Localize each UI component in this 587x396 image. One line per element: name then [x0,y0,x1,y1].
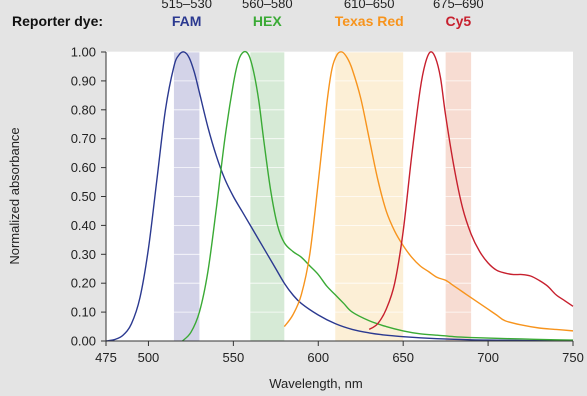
x-tick-label: 700 [477,350,499,365]
x-tick-label: 600 [307,350,329,365]
x-tick-label: 750 [562,350,584,365]
series-line-fam [105,51,574,342]
filter-range-label: 515–530 [161,0,212,11]
x-tick-label: 500 [138,350,160,365]
reporter-dye-label: Reporter dye: [12,13,103,29]
filter-range-label: 610–650 [344,0,395,11]
y-tick-label: 0.40 [71,218,96,233]
dye-label-cy5: Cy5 [446,13,472,29]
y-tick-label: 0.10 [71,305,96,320]
dye-labels: FAM HEX Texas Red Cy5 [172,13,472,29]
tick-labels: 0.00 0.10 0.20 0.30 0.40 0.50 0.60 0.70 0.80 0.90… [71,45,584,366]
y-axis-title: Normalized absorbance [7,127,22,264]
y-tick-label: 0.50 [71,189,96,204]
y-tick-label: 0.70 [71,131,96,146]
series-lines [105,50,574,342]
filter-range-labels: 515–530 560–580 610–650 675–690 [161,0,483,11]
y-tick-label: 0.60 [71,160,96,175]
series-line-texas-red [283,51,574,332]
y-tick-label: 0.30 [71,247,96,262]
dye-label-texas-red: Texas Red [335,13,404,29]
y-tick-label: 0.00 [71,334,96,349]
filter-range-label: 675–690 [433,0,484,11]
filter-range-label: 560–580 [242,0,293,11]
x-tick-label: 550 [223,350,245,365]
x-tick-label: 650 [392,350,414,365]
x-tick-label: 475 [95,350,117,365]
axes [101,51,574,346]
y-tick-label: 0.80 [71,102,96,117]
x-axis-title: Wavelength, nm [269,376,362,391]
y-tick-label: 1.00 [71,45,96,60]
y-tick-label: 0.20 [71,276,96,291]
y-tick-label: 0.90 [71,73,96,88]
series-line-hex [181,50,574,342]
dye-label-fam: FAM [172,13,202,29]
series-line-cy5 [368,51,574,331]
dye-label-hex: HEX [253,13,282,29]
